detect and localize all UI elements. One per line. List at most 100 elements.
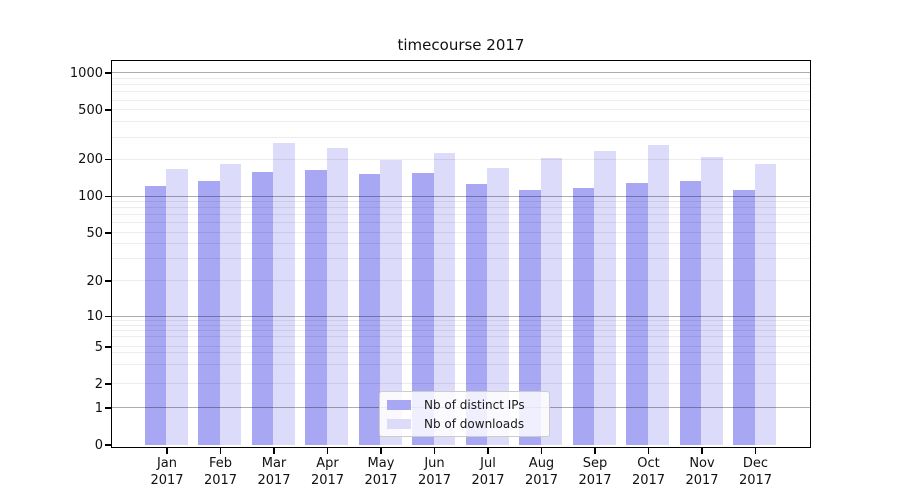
gridline-minor-200 xyxy=(112,158,810,160)
gridline-minor-30 xyxy=(112,258,810,260)
month-label: Aug xyxy=(528,456,555,471)
month-label: Apr xyxy=(316,456,339,471)
year-label: 2017 xyxy=(471,473,505,488)
bar-ips-jul xyxy=(465,184,488,445)
year-label: 2017 xyxy=(364,473,398,488)
gridline-minor-50 xyxy=(112,232,810,234)
gridline-major-10 xyxy=(112,315,810,317)
bar-downloads-jan xyxy=(166,168,188,445)
gridline-minor-600 xyxy=(112,99,810,101)
bar-ips-oct xyxy=(626,183,648,445)
y-tick-0 xyxy=(105,444,112,446)
legend: Nb of distinct IPs Nb of downloads xyxy=(379,391,550,437)
bar-ips-jan xyxy=(144,185,167,445)
gridline-minor-6 xyxy=(112,335,810,337)
bar-downloads-dec xyxy=(754,163,777,445)
bar-downloads-may xyxy=(380,160,402,445)
y-tick-1000 xyxy=(105,72,112,74)
y-tick-500 xyxy=(105,109,112,111)
year-label: 2017 xyxy=(203,473,238,488)
x-tick-label-oct: Oct 2017 xyxy=(617,455,681,489)
gridline-minor-9 xyxy=(112,319,810,321)
month-label: Jan xyxy=(156,456,178,471)
bar-ips-aug xyxy=(519,190,541,445)
gridline-minor-60 xyxy=(112,222,810,224)
x-tick-label-jul: Jul 2017 xyxy=(456,455,520,489)
gridline-minor-800 xyxy=(112,84,810,86)
gridline-minor-3 xyxy=(112,363,810,365)
gridline-minor-700 xyxy=(112,91,810,93)
gridline-minor-7 xyxy=(112,329,810,331)
legend-row-ips: Nb of distinct IPs xyxy=(387,398,543,412)
month-label: Feb xyxy=(208,456,233,471)
gridline-minor-4 xyxy=(112,352,810,354)
gridline-minor-40 xyxy=(112,243,810,245)
y-tick-label-20: 20 xyxy=(86,273,103,289)
month-label: Sep xyxy=(582,456,608,471)
month-label: Dec xyxy=(742,456,769,471)
bar-downloads-oct xyxy=(647,145,670,445)
bar-downloads-mar xyxy=(273,143,295,445)
y-tick-label-2: 2 xyxy=(94,376,103,392)
bar-downloads-apr xyxy=(326,148,349,445)
year-label: 2017 xyxy=(257,473,291,488)
gridline-minor-500 xyxy=(112,109,810,111)
legend-label: Nb of distinct IPs xyxy=(424,397,525,412)
plot-area xyxy=(111,60,811,448)
gridline-major-100 xyxy=(112,195,810,197)
x-tick-label-dec: Dec 2017 xyxy=(724,455,788,489)
bar-ips-feb xyxy=(198,181,220,445)
year-label: 2017 xyxy=(578,473,612,488)
y-tick-label-5: 5 xyxy=(94,339,103,355)
x-tick-sep xyxy=(594,447,596,454)
bar-downloads-jun xyxy=(433,153,456,445)
year-label: 2017 xyxy=(417,473,452,488)
y-tick-2 xyxy=(105,383,112,385)
gridline-minor-80 xyxy=(112,207,810,209)
gridline-minor-90 xyxy=(112,201,810,203)
month-label: Mar xyxy=(261,456,287,471)
gridline-minor-70 xyxy=(112,214,810,216)
x-tick-label-may: May 2017 xyxy=(349,455,413,489)
gridline-minor-2 xyxy=(112,383,810,385)
y-tick-50 xyxy=(105,232,112,234)
year-label: 2017 xyxy=(631,473,666,488)
y-tick-label-0: 0 xyxy=(94,437,103,453)
bar-ips-mar xyxy=(251,172,274,445)
gridline-minor-5 xyxy=(112,346,810,348)
x-tick-label-jun: Jun 2017 xyxy=(403,455,467,489)
month-label: Jun xyxy=(424,456,445,471)
x-tick-nov xyxy=(701,447,703,454)
y-tick-20 xyxy=(105,280,112,282)
y-tick-label-1000: 1000 xyxy=(69,65,103,81)
x-tick-jan xyxy=(166,447,168,454)
x-tick-label-aug: Aug 2017 xyxy=(510,455,574,489)
legend-color-patch xyxy=(387,399,411,410)
bar-downloads-nov xyxy=(701,157,723,445)
x-tick-jun xyxy=(433,447,436,454)
x-tick-label-nov: Nov 2017 xyxy=(670,455,734,489)
y-tick-label-200: 200 xyxy=(78,152,103,167)
month-label: Nov xyxy=(689,456,715,471)
gridline-minor-300 xyxy=(112,136,810,138)
x-tick-apr xyxy=(326,447,329,454)
gridline-minor-8 xyxy=(112,324,810,326)
y-tick-label-10: 10 xyxy=(86,309,103,324)
y-tick-100 xyxy=(105,195,112,198)
y-tick-label-100: 100 xyxy=(78,189,103,204)
bar-ips-jun xyxy=(412,173,434,445)
bar-ips-may xyxy=(358,174,381,445)
x-tick-oct xyxy=(647,447,650,454)
x-tick-label-mar: Mar 2017 xyxy=(242,455,306,489)
y-tick-5 xyxy=(105,346,112,348)
x-tick-mar xyxy=(273,447,275,454)
year-label: 2017 xyxy=(685,473,719,488)
y-tick-label-50: 50 xyxy=(86,225,103,241)
month-label: Oct xyxy=(637,456,660,471)
x-tick-dec xyxy=(754,447,757,454)
month-label: Jul xyxy=(480,456,496,471)
x-tick-jul xyxy=(487,447,489,454)
y-tick-label-500: 500 xyxy=(78,102,103,118)
year-label: 2017 xyxy=(738,473,773,488)
